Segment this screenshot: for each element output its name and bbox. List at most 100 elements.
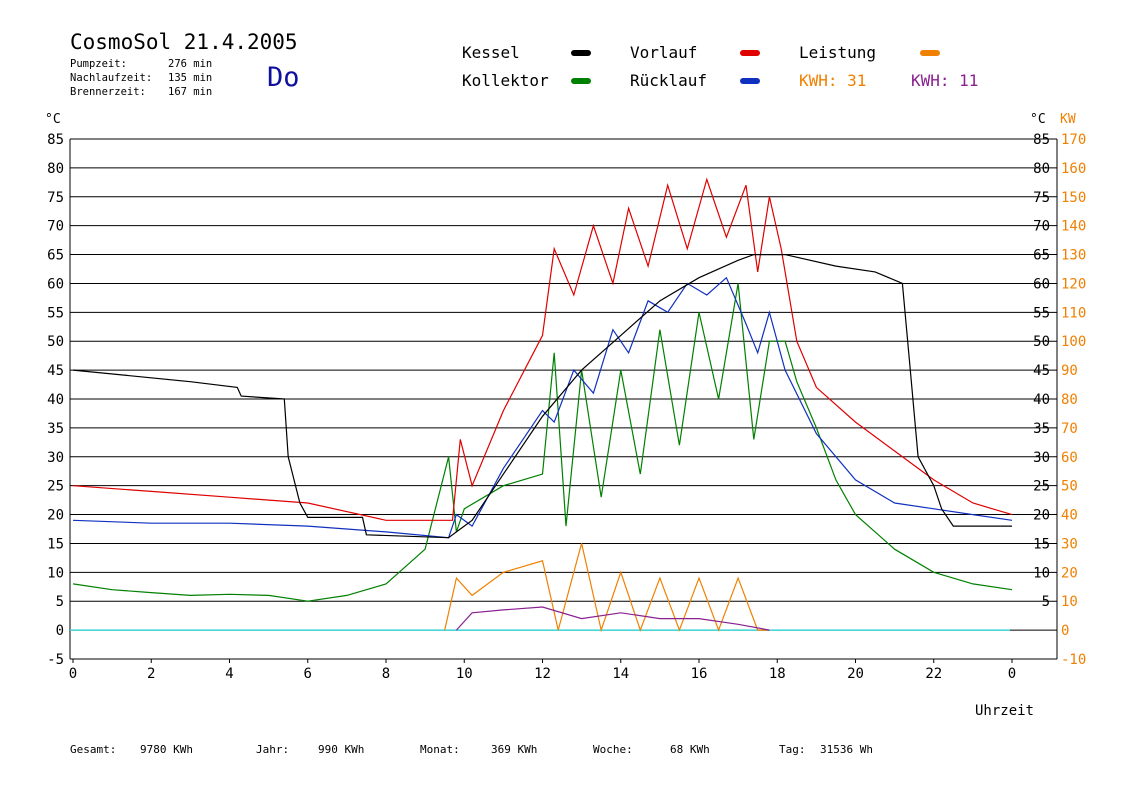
y-tick-label-right: 20 [1033,508,1050,524]
footer-monat-value: 369 KWh [491,743,538,756]
y-tick-label-left: 25 [47,479,64,495]
y-tick-label-right: 75 [1033,190,1050,206]
y-tick-label-right: 65 [1033,248,1050,264]
x-axis-label: Uhrzeit [975,703,1034,719]
x-tick-label: 12 [534,666,551,682]
footer-jahr-value: 990 KWh [318,743,365,756]
y-unit-kw: KW [1060,112,1076,127]
series-line-kollektor [72,283,1013,602]
y-tick-label-kw: 0 [1061,623,1069,639]
x-tick-label: 4 [225,666,233,682]
y-tick-label-kw: 20 [1061,565,1078,581]
y-unit-left: °C [45,112,61,127]
y-tick-label-kw: 170 [1061,132,1086,148]
footer-gesamt-value: 9780 KWh [140,743,193,756]
y-tick-label-left: 45 [47,363,64,379]
legend-vorlauf-swatch [740,50,760,56]
pump-time-value: 276 min [168,58,213,70]
legend-ruecklauf-swatch [740,78,760,84]
y-tick-label-right: 15 [1033,536,1050,552]
y-tick-label-right: 25 [1033,479,1050,495]
y-tick-label-left: 60 [47,276,64,292]
y-tick-label-right: 30 [1033,450,1050,466]
y-tick-label-kw: 90 [1061,363,1078,379]
legend-leistung-swatch [920,50,940,56]
series-line-leistung [444,543,770,633]
weekday-label: Do [267,62,300,93]
y-tick-label-kw: 130 [1061,248,1086,264]
legend-vorlauf: Vorlauf [630,43,698,62]
legend-ruecklauf: Rücklauf [630,71,708,90]
y-unit-right: °C [1030,112,1046,127]
x-tick-label: 0 [1008,666,1016,682]
y-tick-label-right: 35 [1033,421,1050,437]
y-tick-label-left: 15 [47,536,64,552]
y-tick-label-left: 35 [47,421,64,437]
footer-tag-label: Tag: [779,743,806,756]
x-tick-label: 16 [691,666,708,682]
legend-leistung: Leistung [799,43,877,62]
y-tick-label-left: 10 [47,565,64,581]
legend-kwh-purple: KWH: 11 [911,71,979,90]
y-tick-label-right: 45 [1033,363,1050,379]
y-tick-label-kw: 110 [1061,305,1086,321]
series-line-kwh-11 [455,606,770,631]
y-tick-label-right: 60 [1033,276,1050,292]
y-tick-label-left: 5 [56,594,64,610]
y-tick-label-kw: 160 [1061,161,1086,177]
x-tick-label: 14 [612,666,629,682]
pump-time-label: Pumpzeit: [70,58,127,70]
footer-woche-value: 68 KWh [670,743,710,756]
y-tick-label-kw: 100 [1061,334,1086,350]
y-tick-label-left: 55 [47,305,64,321]
y-tick-label-right: 5 [1042,594,1050,610]
x-tick-label: 2 [147,666,155,682]
series-line-kessel [72,254,1012,539]
y-tick-label-right: 85 [1033,132,1050,148]
series-line-r-cklauf [72,276,1013,539]
footer-woche-label: Woche: [593,743,633,756]
y-tick-label-left: -5 [47,652,64,668]
y-tick-label-kw: 140 [1061,219,1086,235]
y-tick-label-right: 10 [1033,565,1050,581]
y-tick-label-kw: 60 [1061,450,1078,466]
x-tick-label: 10 [456,666,473,682]
nachlauf-time-label: Nachlaufzeit: [70,72,153,84]
y-tick-label-left: 40 [47,392,64,408]
y-tick-label-right: 70 [1033,219,1050,235]
brenner-time-value: 167 min [168,86,213,98]
y-tick-label-right: 50 [1033,334,1050,350]
y-tick-label-left: 50 [47,334,64,350]
y-tick-label-kw: 120 [1061,276,1086,292]
legend-kollektor: Kollektor [462,71,549,90]
y-tick-label-left: 65 [47,248,64,264]
y-tick-label-left: 75 [47,190,64,206]
y-tick-label-kw: -10 [1061,652,1086,668]
y-tick-label-kw: 10 [1061,594,1078,610]
y-tick-label-right: 55 [1033,305,1050,321]
footer-jahr-label: Jahr: [256,743,290,756]
y-tick-label-right: 40 [1033,392,1050,408]
x-tick-label: 22 [925,666,942,682]
x-tick-label: 18 [769,666,786,682]
y-tick-label-left: 20 [47,508,64,524]
y-tick-label-left: 85 [47,132,64,148]
brenner-time-label: Brennerzeit: [70,86,146,98]
series-line-vorlauf [72,177,1013,521]
x-tick-label: 20 [847,666,864,682]
x-tick-label: 0 [69,666,77,682]
y-tick-label-kw: 80 [1061,392,1078,408]
y-tick-label-left: 80 [47,161,64,177]
footer-tag-value: 31536 Wh [820,743,873,756]
y-tick-label-kw: 150 [1061,190,1086,206]
x-tick-label: 6 [304,666,312,682]
footer-monat-label: Monat: [420,743,460,756]
y-tick-label-kw: 70 [1061,421,1078,437]
x-tick-label: 8 [382,666,390,682]
nachlauf-time-value: 135 min [168,72,213,84]
y-tick-label-kw: 40 [1061,508,1078,524]
chart-title: CosmoSol 21.4.2005 [70,30,298,54]
y-tick-label-right: 80 [1033,161,1050,177]
legend-kollektor-swatch [571,78,591,84]
